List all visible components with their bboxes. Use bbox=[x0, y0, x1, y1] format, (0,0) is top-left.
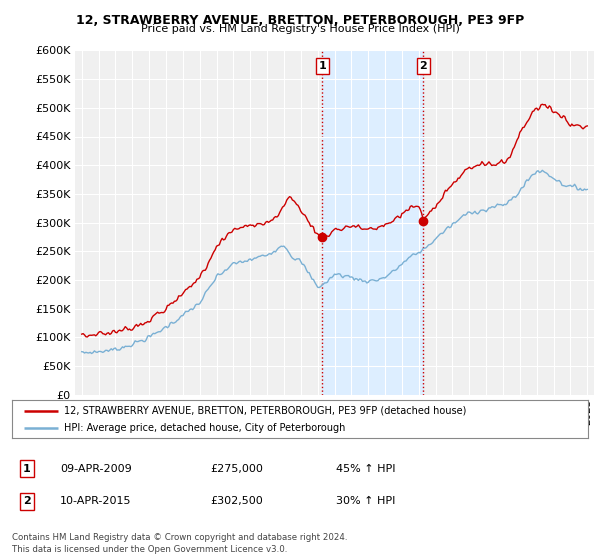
Text: 09-APR-2009: 09-APR-2009 bbox=[60, 464, 132, 474]
Text: 12, STRAWBERRY AVENUE, BRETTON, PETERBOROUGH, PE3 9FP (detached house): 12, STRAWBERRY AVENUE, BRETTON, PETERBOR… bbox=[64, 405, 466, 416]
Bar bbox=[322, 50, 424, 395]
Text: 45% ↑ HPI: 45% ↑ HPI bbox=[336, 464, 395, 474]
Text: 2: 2 bbox=[419, 60, 427, 71]
Text: 1: 1 bbox=[319, 60, 326, 71]
Text: 2: 2 bbox=[23, 496, 31, 506]
Text: Price paid vs. HM Land Registry's House Price Index (HPI): Price paid vs. HM Land Registry's House … bbox=[140, 24, 460, 34]
Text: 1: 1 bbox=[23, 464, 31, 474]
Text: £302,500: £302,500 bbox=[210, 496, 263, 506]
Text: HPI: Average price, detached house, City of Peterborough: HPI: Average price, detached house, City… bbox=[64, 423, 345, 433]
Text: £275,000: £275,000 bbox=[210, 464, 263, 474]
Text: 10-APR-2015: 10-APR-2015 bbox=[60, 496, 131, 506]
Text: 30% ↑ HPI: 30% ↑ HPI bbox=[336, 496, 395, 506]
Text: 12, STRAWBERRY AVENUE, BRETTON, PETERBOROUGH, PE3 9FP: 12, STRAWBERRY AVENUE, BRETTON, PETERBOR… bbox=[76, 14, 524, 27]
Text: Contains HM Land Registry data © Crown copyright and database right 2024.
This d: Contains HM Land Registry data © Crown c… bbox=[12, 533, 347, 554]
